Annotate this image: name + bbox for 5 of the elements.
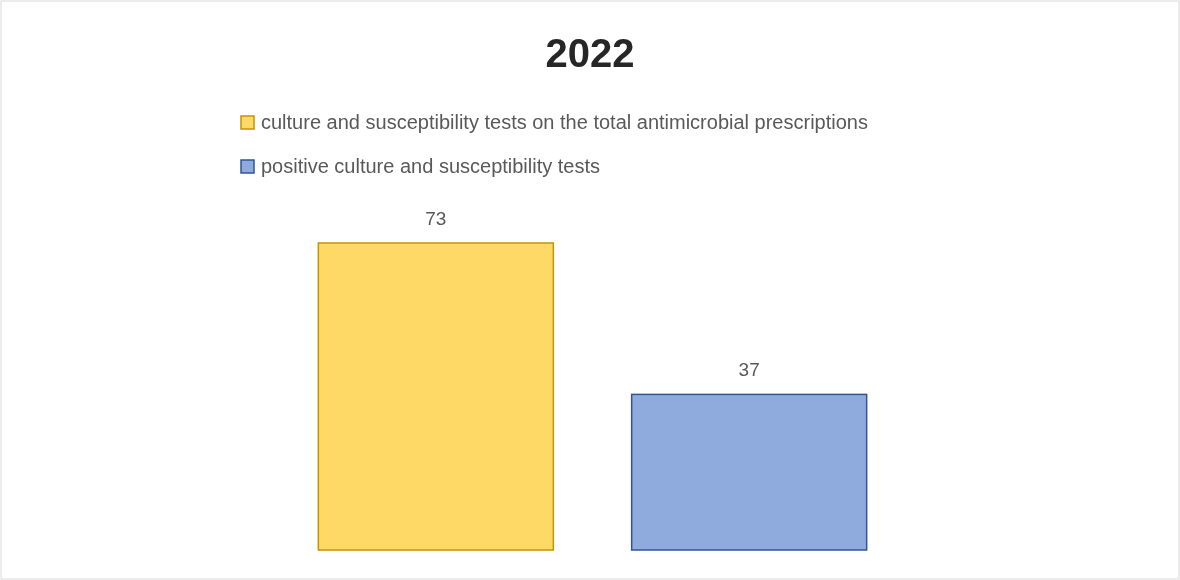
- data-label: 37: [738, 359, 760, 381]
- legend-label: positive culture and susceptibility tests: [261, 155, 601, 177]
- legend-label: culture and susceptibility tests on the total antimicrobial prescriptions: [261, 111, 868, 133]
- chart-title: 2022: [545, 31, 635, 75]
- data-label: 73: [425, 208, 447, 229]
